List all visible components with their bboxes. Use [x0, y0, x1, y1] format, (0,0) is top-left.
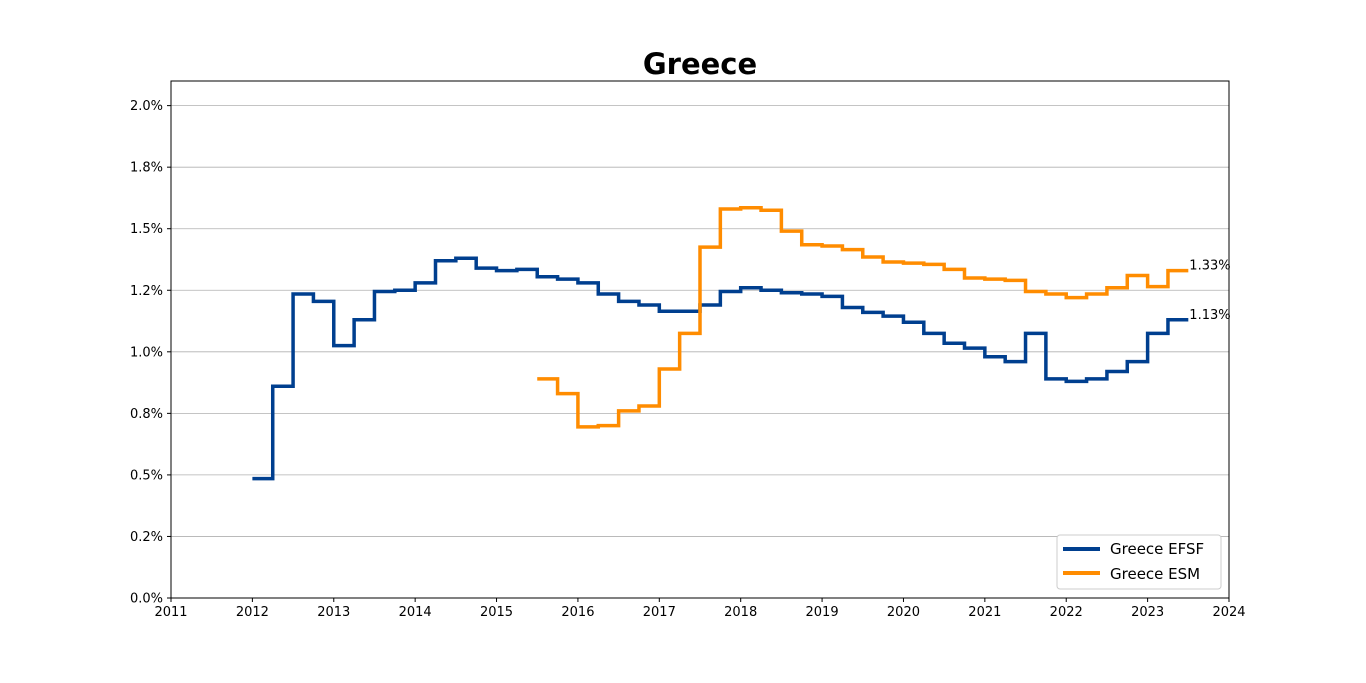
x-tick-label: 2014 [399, 605, 432, 620]
y-tick-label: 1.2% [130, 284, 163, 299]
x-tick-label: 2020 [887, 605, 920, 620]
x-tick-label: 2019 [806, 605, 839, 620]
end-labels: 1.13% 1.33% [1189, 259, 1230, 323]
legend-label-esm: Greece ESM [1110, 565, 1200, 583]
x-tick-label: 2024 [1212, 605, 1245, 620]
y-tick-label: 0.0% [130, 592, 163, 607]
series-line-0 [252, 256, 1189, 481]
series-line-1 [537, 206, 1189, 429]
x-tick-label: 2012 [236, 605, 269, 620]
x-tick-label: 2013 [317, 605, 350, 620]
x-tick-label: 2021 [968, 605, 1001, 620]
x-tick-label: 2016 [561, 605, 594, 620]
x-tick-label: 2023 [1131, 605, 1164, 620]
axes: 0.0% 0.2% 0.5% 0.8% 1.0% 1.2% 1.5% 1.8% 2.0% 2011… [130, 99, 1246, 620]
legend: Greece EFSF Greece ESM [1056, 534, 1222, 590]
y-tick-label: 2.0% [130, 99, 163, 114]
legend-label-efsf: Greece EFSF [1110, 540, 1204, 558]
y-tick-label: 1.8% [130, 161, 163, 176]
plot-frame [170, 80, 1230, 599]
x-tick-label: 2015 [480, 605, 513, 620]
y-tick-label: 0.5% [130, 468, 163, 483]
y-tick-label: 1.5% [130, 222, 163, 237]
x-tick-label: 2018 [724, 605, 757, 620]
x-tick-label: 2017 [643, 605, 676, 620]
series-end-label-1: 1.33% [1189, 259, 1230, 274]
chart-title: Greece [643, 47, 757, 81]
x-tick-label: 2022 [1050, 605, 1083, 620]
y-tick-label: 0.2% [130, 530, 163, 545]
y-tick-label: 0.8% [130, 407, 163, 422]
x-tick-label: 2011 [154, 605, 187, 620]
series-layer [252, 206, 1189, 481]
series-end-label-0: 1.13% [1189, 308, 1230, 323]
y-tick-label: 1.0% [130, 345, 163, 360]
